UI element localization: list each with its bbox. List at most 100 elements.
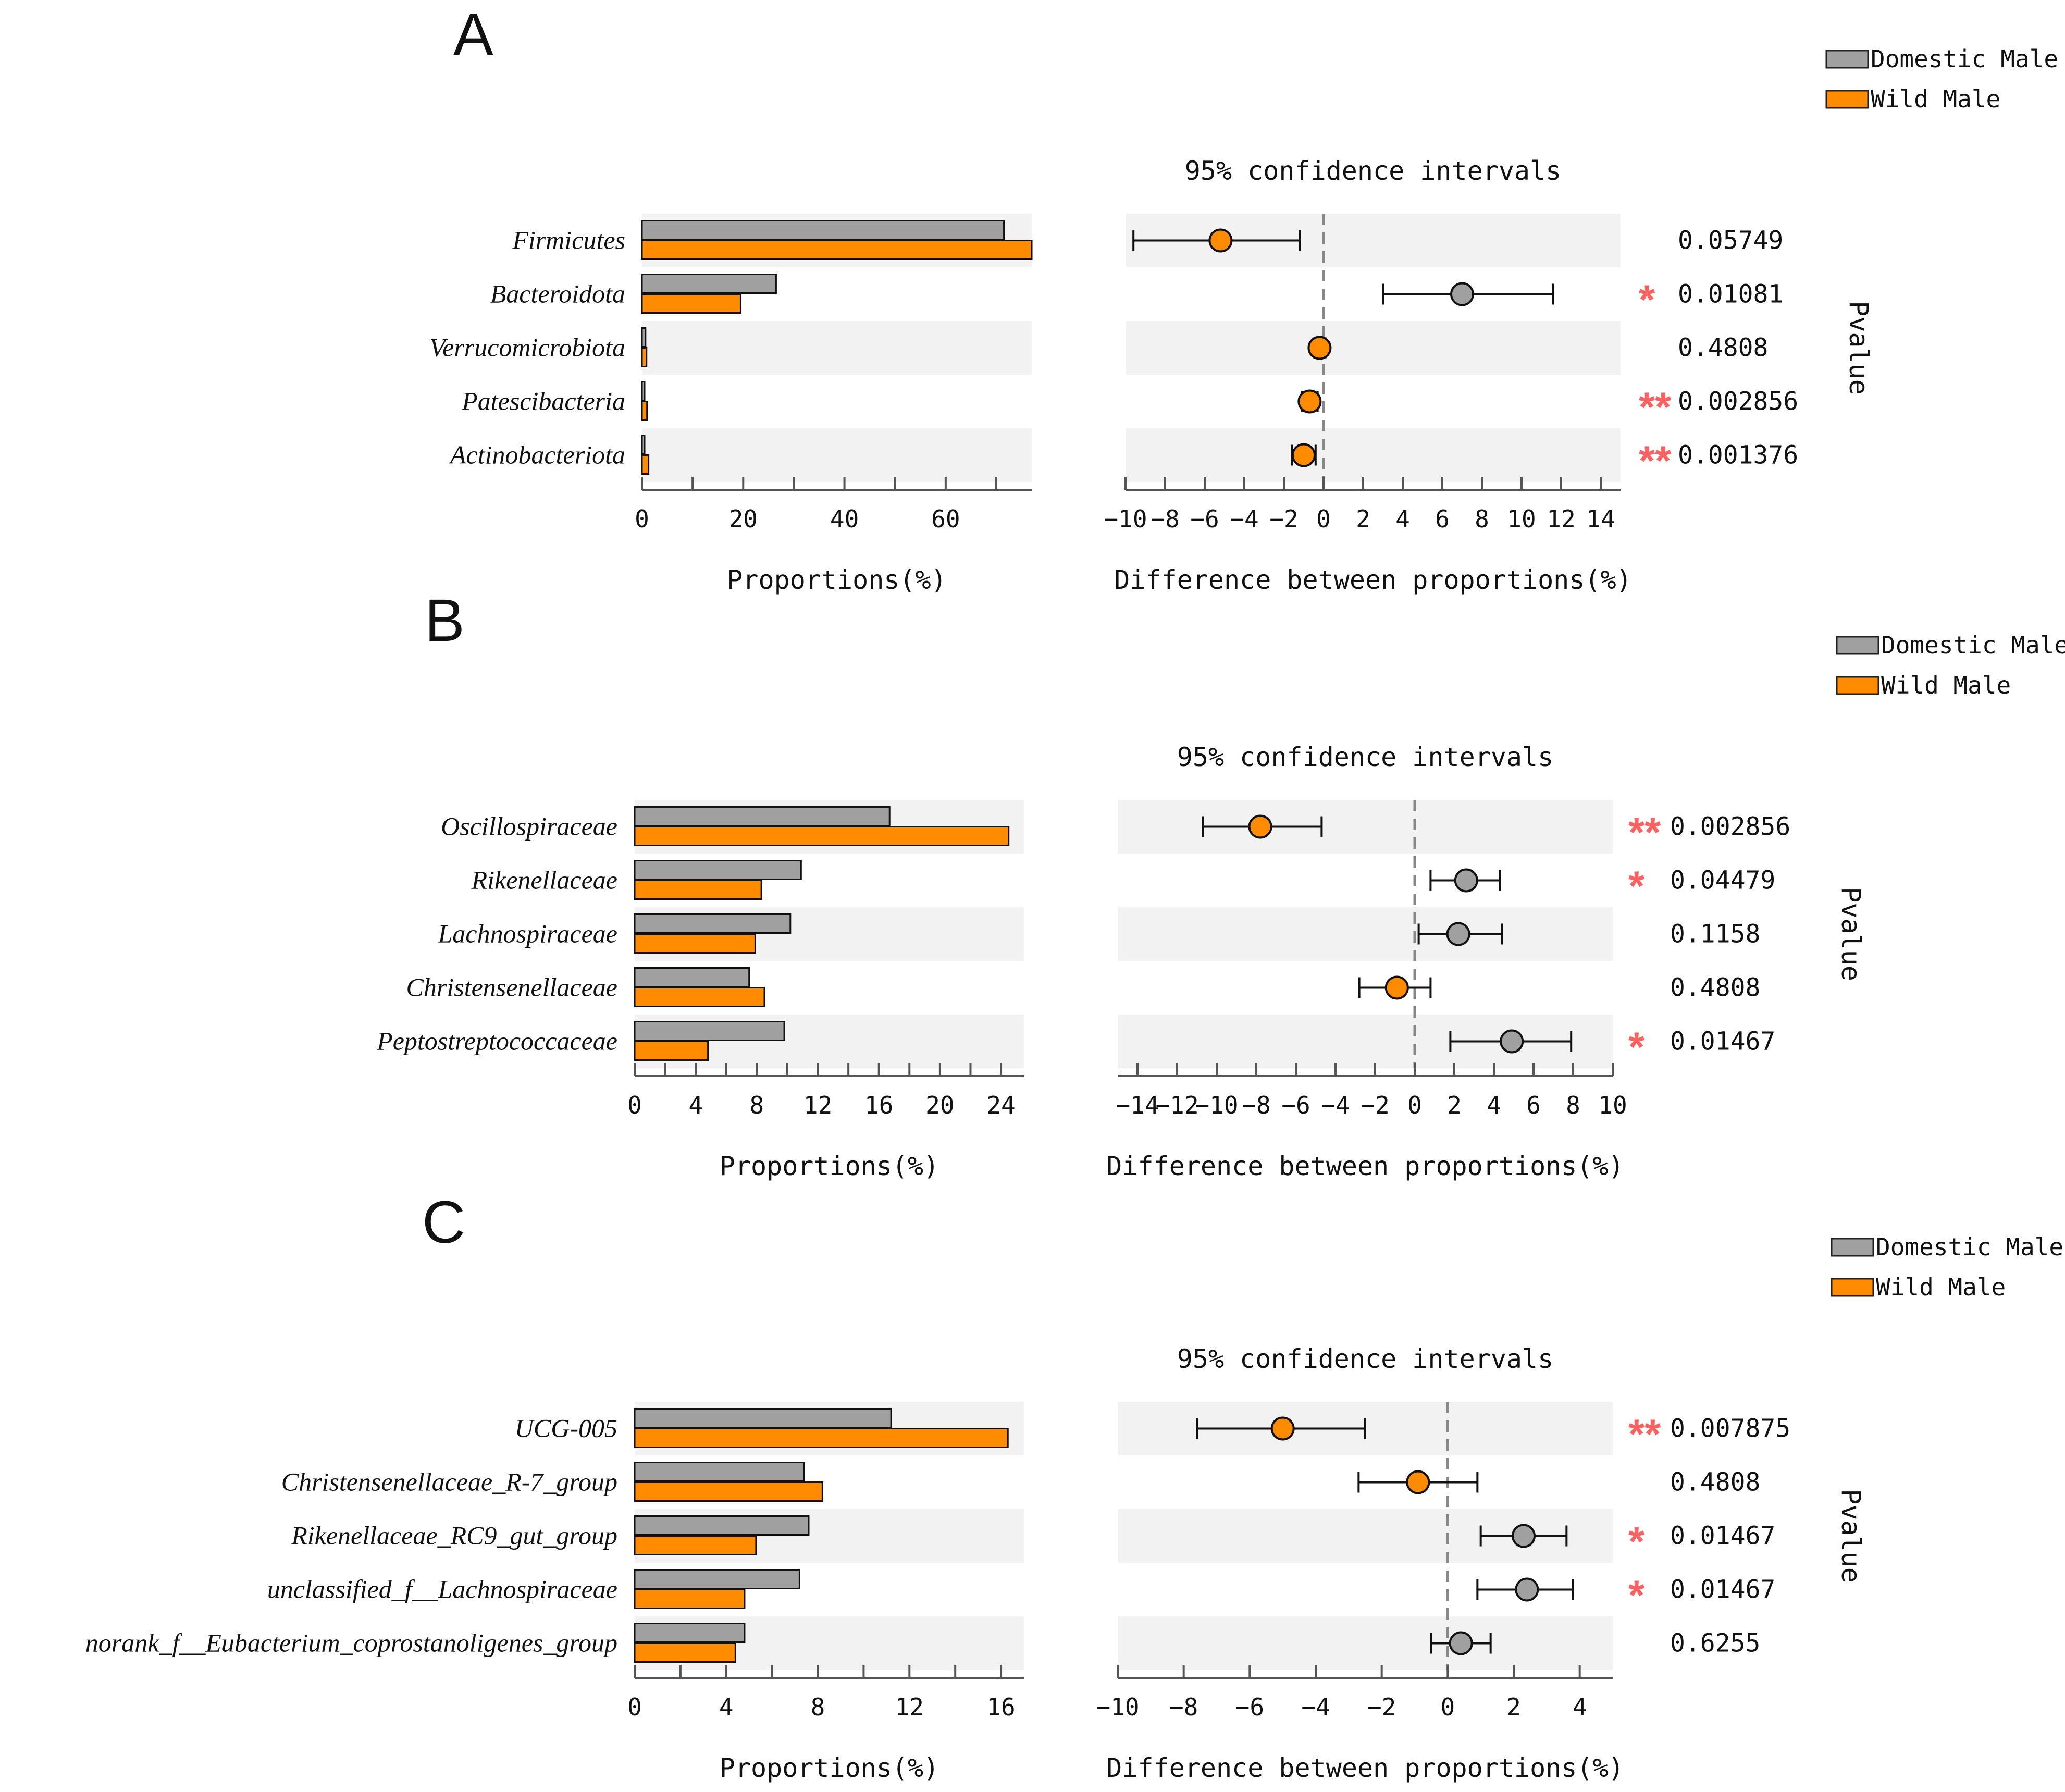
diff-tick-label: 4 bbox=[1395, 505, 1410, 533]
diff-tick-label: −4 bbox=[1230, 505, 1258, 533]
prop-tick-label: 0 bbox=[635, 505, 649, 533]
ci-point bbox=[1384, 975, 1409, 1000]
bar-wild bbox=[634, 933, 756, 954]
diff-tick-label: 0 bbox=[1407, 1091, 1422, 1119]
diff-tick-label: −2 bbox=[1269, 505, 1298, 533]
diff-tick-label: −2 bbox=[1367, 1693, 1396, 1721]
bar-domestic bbox=[641, 327, 647, 348]
legend-swatch bbox=[1825, 90, 1869, 109]
pvalue: 0.6255 bbox=[1670, 1629, 1760, 1658]
prop-xlabel: Proportions(%) bbox=[720, 1151, 939, 1181]
bar-domestic bbox=[641, 274, 777, 294]
ci-title: 95% confidence intervals bbox=[1177, 742, 1553, 772]
category-label: Bacteroidota bbox=[490, 279, 625, 308]
bar-wild bbox=[634, 826, 1010, 846]
bar-wild bbox=[634, 880, 762, 900]
row-stripe bbox=[642, 428, 1032, 482]
pvalue-axis-label: Pvalue bbox=[1844, 301, 1874, 395]
prop-xlabel: Proportions(%) bbox=[720, 1753, 939, 1783]
prop-tick-label: 8 bbox=[750, 1091, 764, 1119]
prop-tick-label: 0 bbox=[627, 1091, 642, 1119]
diff-tick-label: 4 bbox=[1573, 1693, 1587, 1721]
category-label: Rikenellaceae_RC9_gut_group bbox=[291, 1521, 617, 1550]
prop-tick-label: 12 bbox=[895, 1693, 924, 1721]
pvalue: 0.002856 bbox=[1678, 387, 1798, 416]
bar-domestic bbox=[634, 1515, 810, 1536]
diff-tick-label: 8 bbox=[1566, 1091, 1580, 1119]
bar-domestic bbox=[641, 220, 1005, 240]
row-stripe bbox=[1126, 321, 1621, 375]
legend-label: Domestic Male bbox=[1881, 631, 2065, 659]
pvalue: 0.4808 bbox=[1670, 973, 1760, 1003]
row-stripe bbox=[1118, 1616, 1613, 1670]
category-label: Firmicutes bbox=[512, 226, 625, 255]
prop-tick-label: 24 bbox=[986, 1091, 1015, 1119]
legend-label: Wild Male bbox=[1881, 671, 2011, 699]
bar-wild bbox=[641, 293, 741, 314]
diff-xlabel: Difference between proportions(%) bbox=[1106, 1151, 1624, 1181]
prop-tick-label: 0 bbox=[627, 1693, 642, 1721]
bar-wild bbox=[634, 1428, 1009, 1448]
category-label: Rikenellaceae bbox=[471, 866, 617, 895]
legend: Domestic Male Wild Male bbox=[1831, 1233, 2063, 1301]
bar-wild bbox=[641, 240, 1033, 260]
bar-wild bbox=[634, 1589, 746, 1609]
bar-wild bbox=[634, 1642, 736, 1663]
row-stripe bbox=[1126, 428, 1621, 482]
diff-tick-label: 14 bbox=[1586, 505, 1615, 533]
bar-domestic bbox=[634, 967, 750, 987]
category-label: Patescibacteria bbox=[461, 387, 625, 416]
significance-star: ** bbox=[1639, 384, 1672, 430]
ci-point bbox=[1248, 814, 1272, 839]
diff-tick-label: 10 bbox=[1507, 505, 1536, 533]
diff-tick-label: −10 bbox=[1195, 1091, 1238, 1119]
bar-wild bbox=[634, 1535, 757, 1555]
prop-tick-label: 4 bbox=[719, 1693, 734, 1721]
diff-tick-label: −6 bbox=[1190, 505, 1219, 533]
pvalue: 0.002856 bbox=[1670, 812, 1790, 842]
ci-point bbox=[1208, 228, 1233, 253]
category-label: Actinobacteriota bbox=[449, 440, 625, 469]
panel-letter: A bbox=[453, 1, 493, 68]
significance-star: * bbox=[1639, 277, 1655, 323]
prop-tick-label: 20 bbox=[925, 1091, 954, 1119]
prop-tick-label: 8 bbox=[811, 1693, 825, 1721]
diff-tick-label: 12 bbox=[1547, 505, 1575, 533]
diff-tick-label: 4 bbox=[1487, 1091, 1501, 1119]
diff-tick-label: −12 bbox=[1155, 1091, 1198, 1119]
pvalue: 0.01467 bbox=[1670, 1575, 1775, 1604]
significance-star: ** bbox=[1628, 809, 1661, 856]
legend-swatch bbox=[1831, 1278, 1874, 1297]
diff-tick-label: −14 bbox=[1116, 1091, 1159, 1119]
ci-point bbox=[1270, 1416, 1295, 1441]
prop-tick-label: 4 bbox=[688, 1091, 703, 1119]
legend-swatch bbox=[1825, 50, 1869, 69]
diff-xlabel: Difference between proportions(%) bbox=[1106, 1753, 1624, 1783]
bar-domestic bbox=[641, 381, 646, 401]
pvalue: 0.04479 bbox=[1670, 866, 1775, 895]
diff-tick-label: −2 bbox=[1361, 1091, 1389, 1119]
ci-point bbox=[1297, 389, 1322, 414]
pvalue: 0.001376 bbox=[1678, 441, 1798, 470]
diff-tick-label: 8 bbox=[1475, 505, 1489, 533]
diff-tick-label: −6 bbox=[1281, 1091, 1310, 1119]
prop-tick-label: 20 bbox=[729, 505, 758, 533]
ci-point bbox=[1446, 922, 1470, 946]
category-label: Christensenellaceae bbox=[406, 973, 617, 1002]
diff-tick-label: −4 bbox=[1301, 1693, 1330, 1721]
bar-wild bbox=[634, 1481, 823, 1502]
diff-tick-label: 6 bbox=[1526, 1091, 1541, 1119]
significance-star: * bbox=[1628, 1518, 1645, 1565]
diff-tick-label: −4 bbox=[1321, 1091, 1350, 1119]
diff-tick-label: 6 bbox=[1435, 505, 1450, 533]
significance-star: * bbox=[1628, 1024, 1645, 1070]
ci-point bbox=[1292, 443, 1316, 467]
panel-letter: B bbox=[425, 587, 465, 654]
significance-star: ** bbox=[1639, 438, 1672, 484]
category-label: UCG-005 bbox=[515, 1414, 617, 1443]
category-label: unclassified_f__Lachnospiraceae bbox=[267, 1575, 617, 1604]
ci-point bbox=[1500, 1029, 1524, 1054]
bar-domestic bbox=[634, 1569, 800, 1589]
legend: Domestic Male Wild Male bbox=[1825, 45, 2058, 113]
